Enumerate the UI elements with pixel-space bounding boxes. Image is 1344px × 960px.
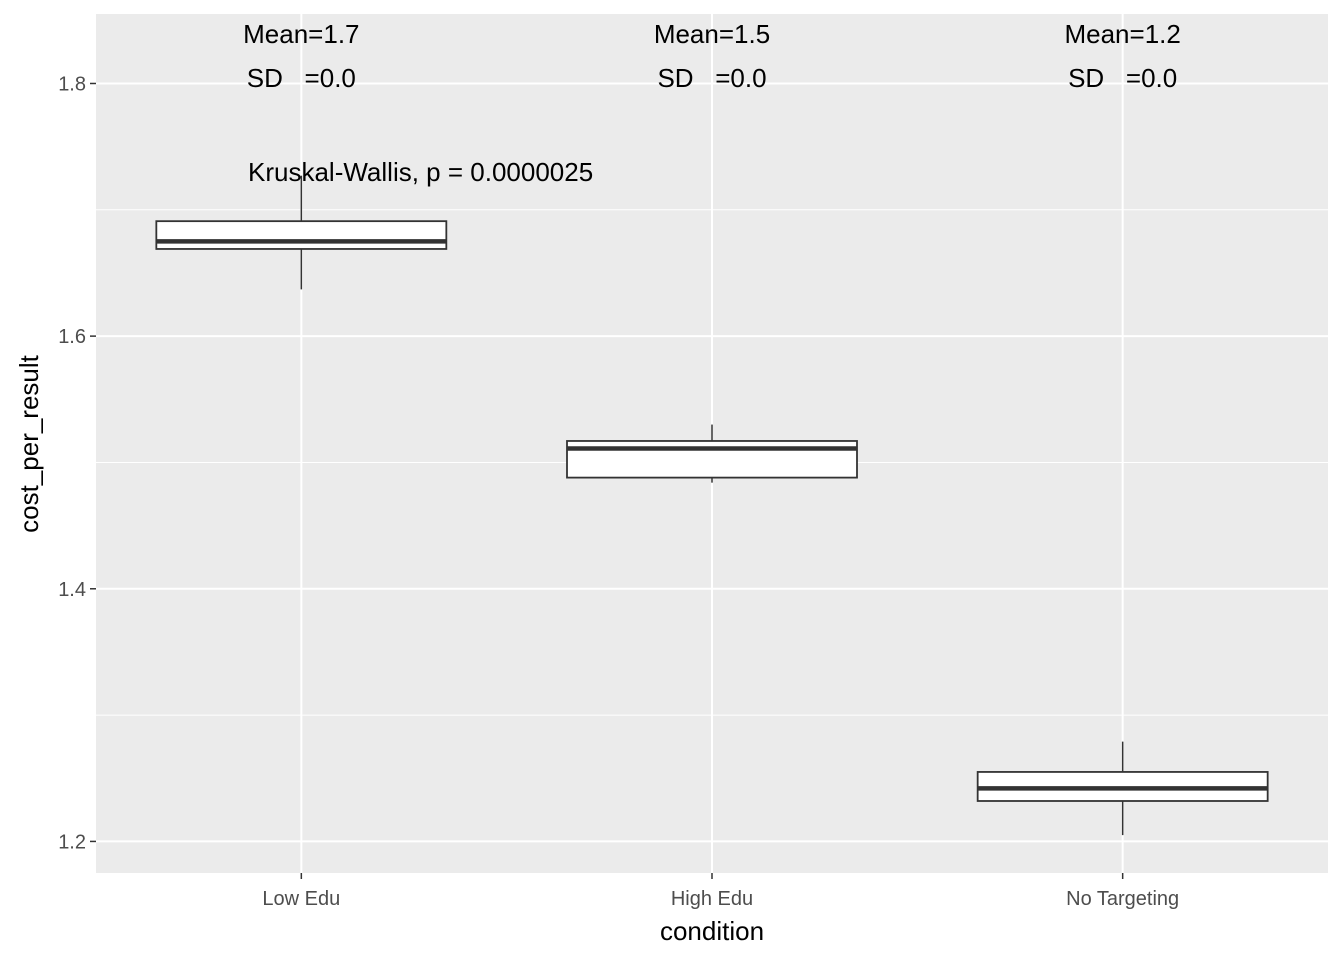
sd-label: SD =0.0 bbox=[657, 63, 766, 93]
y-tick-label: 1.4 bbox=[58, 579, 86, 601]
mean-label: Mean=1.2 bbox=[1064, 19, 1180, 49]
y-axis: 1.2 1.4 1.6 1.8 bbox=[58, 73, 96, 853]
boxes bbox=[155, 175, 1269, 836]
y-tick-label: 1.2 bbox=[58, 831, 86, 853]
x-tick-label: No Targeting bbox=[1066, 888, 1179, 910]
annotations: Mean=1.7 SD =0.0 Mean=1.5 SD =0.0 Mean=1.2 SD… bbox=[243, 19, 1181, 187]
y-tick-label: 1.6 bbox=[58, 326, 86, 348]
x-tick-label: Low Edu bbox=[262, 888, 340, 910]
sd-label: SD =0.0 bbox=[247, 63, 356, 93]
x-tick-label: High Edu bbox=[671, 888, 753, 910]
y-tick-label: 1.8 bbox=[58, 73, 86, 95]
x-axis-title: condition bbox=[660, 916, 764, 946]
box-no-targeting bbox=[976, 741, 1269, 836]
y-axis-title: cost_per_result bbox=[14, 354, 44, 533]
major-gridlines bbox=[96, 14, 1328, 873]
box-body bbox=[155, 220, 448, 250]
box-low-edu bbox=[155, 175, 448, 290]
mean-label: Mean=1.5 bbox=[654, 19, 770, 49]
box-high-edu bbox=[566, 424, 858, 483]
x-axis: Low Edu High Edu No Targeting bbox=[262, 873, 1179, 910]
sd-label: SD =0.0 bbox=[1068, 63, 1177, 93]
mean-label: Mean=1.7 bbox=[243, 19, 359, 49]
kruskal-wallis-label: Kruskal-Wallis, p = 0.0000025 bbox=[248, 157, 593, 187]
